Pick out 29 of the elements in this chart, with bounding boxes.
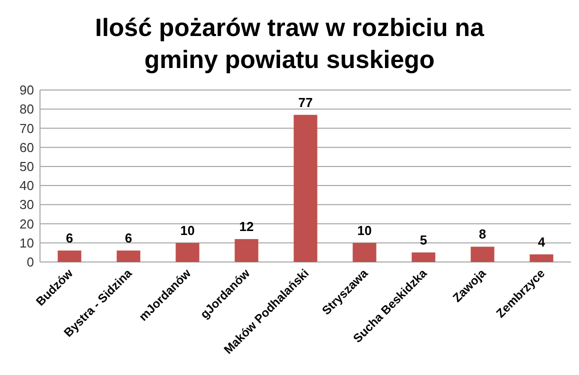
- y-tick-label: 70: [20, 120, 34, 136]
- y-tick-label: 40: [20, 178, 34, 194]
- bar: [470, 246, 494, 262]
- data-label: 6: [66, 230, 74, 246]
- data-label: 4: [538, 234, 546, 250]
- y-tick-label: 50: [20, 158, 34, 174]
- bar: [412, 252, 436, 262]
- bar: [176, 242, 200, 262]
- bar: [116, 250, 140, 262]
- y-tick-label: 80: [20, 102, 34, 117]
- data-label: 5: [420, 232, 428, 248]
- y-tick-label: 0: [26, 254, 34, 270]
- y-tick-label: 30: [20, 197, 34, 212]
- y-tick-label: 60: [20, 140, 34, 155]
- data-label: 77: [298, 94, 313, 110]
- y-tick-label: 10: [20, 235, 34, 250]
- data-label: 12: [239, 219, 254, 234]
- y-tick-label: 20: [20, 216, 34, 232]
- bar: [294, 114, 318, 262]
- bar: [352, 242, 376, 262]
- y-tick-label: 90: [20, 82, 34, 98]
- data-label: 8: [478, 226, 486, 242]
- bar: [58, 250, 82, 262]
- data-label: 6: [124, 230, 132, 246]
- data-label: 10: [180, 222, 195, 238]
- bar: [234, 239, 258, 262]
- chart-title: Ilość pożarów traw w rozbiciu na gminy powiatu suskiego: [95, 14, 486, 74]
- data-label: 10: [357, 222, 372, 238]
- bar: [530, 254, 554, 262]
